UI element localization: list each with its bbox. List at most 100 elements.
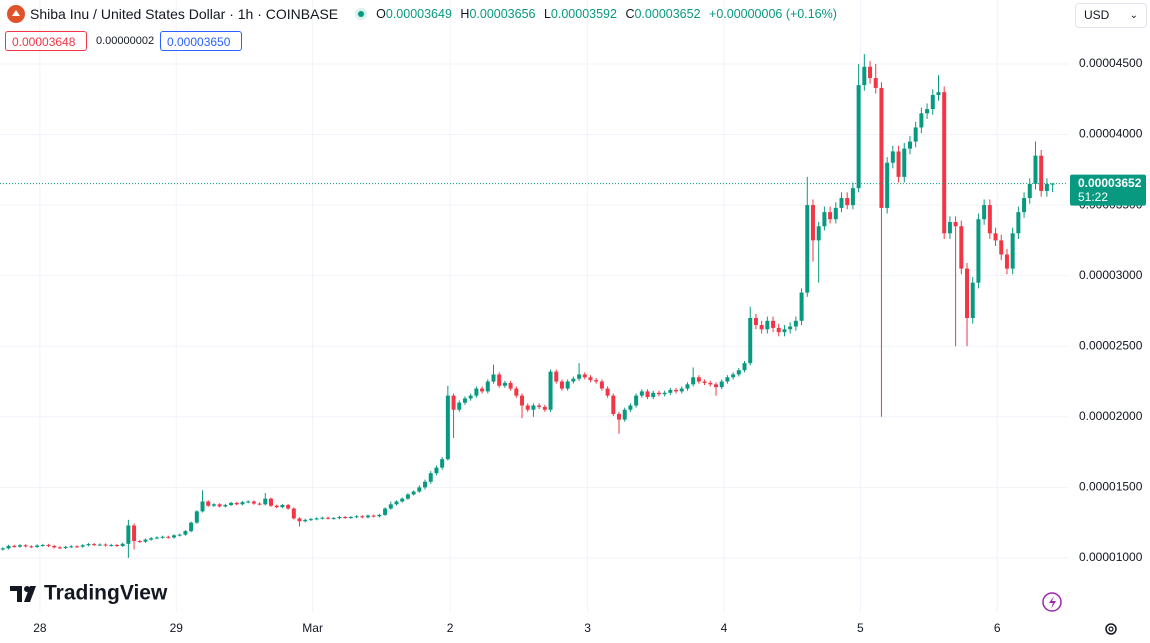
candle-body bbox=[771, 320, 776, 328]
y-tick-label: 0.00002500 bbox=[1079, 338, 1143, 352]
candle-body bbox=[69, 546, 74, 548]
candle-body bbox=[303, 519, 308, 522]
candle-body bbox=[719, 381, 724, 388]
countdown: 51:22 bbox=[1078, 190, 1108, 204]
candle-body bbox=[856, 85, 861, 189]
candle-body bbox=[902, 148, 907, 177]
ohlc-legend: O0.00003649 H0.00003656 L0.00003592 C0.0… bbox=[376, 7, 842, 21]
candle-body bbox=[217, 504, 222, 507]
candle-body bbox=[411, 491, 416, 495]
candle-body bbox=[742, 363, 747, 371]
candle-body bbox=[234, 502, 239, 505]
x-tick-label: 29 bbox=[170, 621, 184, 635]
candle-body bbox=[326, 517, 331, 519]
candle-body bbox=[833, 207, 838, 220]
candle-body bbox=[685, 384, 690, 389]
candle-body bbox=[502, 382, 507, 386]
candle-body bbox=[879, 87, 884, 208]
y-tick-label: 0.00004500 bbox=[1079, 56, 1143, 70]
ohlc-key: L bbox=[543, 7, 551, 21]
candle-body bbox=[229, 502, 234, 506]
candle-body bbox=[594, 380, 599, 382]
candle-body bbox=[474, 388, 479, 396]
candle-body bbox=[993, 233, 998, 241]
candle-body bbox=[936, 92, 941, 95]
candle-body bbox=[731, 374, 736, 378]
candle-body bbox=[577, 374, 582, 379]
candle-body bbox=[793, 320, 798, 327]
candle-body bbox=[799, 292, 804, 321]
candle-body bbox=[873, 78, 878, 88]
candle-body bbox=[987, 205, 992, 234]
x-tick-label: 3 bbox=[584, 621, 591, 635]
candle-body bbox=[868, 66, 873, 79]
candle-body bbox=[371, 515, 376, 517]
candle-body bbox=[913, 127, 918, 142]
x-tick-label: 4 bbox=[721, 621, 728, 635]
candle-body bbox=[166, 536, 171, 538]
candle-body bbox=[982, 205, 987, 220]
candle-body bbox=[194, 511, 199, 523]
candle-body bbox=[17, 545, 22, 547]
candle-body bbox=[965, 268, 970, 318]
candle-body bbox=[582, 374, 587, 378]
candle-body bbox=[645, 391, 650, 398]
candle-body bbox=[462, 398, 467, 403]
candle-body bbox=[394, 501, 399, 505]
candle-body bbox=[177, 534, 182, 536]
candle-body bbox=[776, 327, 781, 333]
candle-body bbox=[114, 544, 119, 546]
candle-body bbox=[40, 544, 45, 546]
candle-body bbox=[828, 212, 833, 220]
change: +0.00000006 (+0.16%) bbox=[709, 7, 837, 21]
ohlc-value: 0.00003656 bbox=[469, 7, 536, 21]
candle-body bbox=[919, 113, 924, 128]
settings-icon[interactable] bbox=[1105, 623, 1117, 635]
candle-body bbox=[514, 388, 519, 396]
candle-body bbox=[850, 188, 855, 206]
candle-body bbox=[696, 377, 701, 382]
ohlc-key: O bbox=[376, 7, 386, 21]
candle-body bbox=[263, 498, 268, 505]
candle-body bbox=[57, 547, 62, 549]
flash-icon[interactable] bbox=[1042, 592, 1062, 612]
candle-body bbox=[360, 516, 365, 518]
candle-body bbox=[702, 381, 707, 383]
x-tick-label: 6 bbox=[994, 621, 1001, 635]
candle-body bbox=[999, 240, 1004, 255]
candle-body bbox=[1016, 212, 1021, 234]
candle-body bbox=[571, 378, 576, 382]
candle-body bbox=[1039, 155, 1044, 191]
last-price-badge bbox=[1070, 174, 1146, 206]
candle-body bbox=[189, 522, 194, 532]
candle-body bbox=[691, 377, 696, 385]
logo-text: TradingView bbox=[44, 582, 168, 605]
candle-body bbox=[480, 388, 485, 392]
currency-select[interactable]: USD ⌄ bbox=[1075, 3, 1147, 28]
candle-body bbox=[622, 409, 627, 420]
candle-body bbox=[1033, 155, 1038, 184]
candle-body bbox=[947, 222, 952, 234]
candle-body bbox=[765, 320, 770, 330]
y-tick-label: 0.00003000 bbox=[1079, 268, 1143, 282]
candle-body bbox=[662, 392, 667, 395]
market-status bbox=[355, 8, 368, 20]
symbol-header: Shiba Inu / United States Dollar · 1h · … bbox=[0, 4, 842, 24]
candle-body bbox=[223, 505, 228, 507]
symbol-title[interactable]: Shiba Inu / United States Dollar · 1h · … bbox=[30, 6, 339, 22]
candle-body bbox=[348, 517, 353, 519]
sell-price[interactable]: 0.00003648 bbox=[5, 31, 87, 51]
buy-price[interactable]: 0.00003650 bbox=[160, 31, 242, 51]
candle-body bbox=[52, 545, 57, 548]
candle-body bbox=[12, 545, 17, 547]
candle-body bbox=[80, 545, 85, 547]
candle-body bbox=[337, 517, 342, 519]
candle-body bbox=[291, 508, 296, 519]
symbol-icon bbox=[7, 5, 25, 23]
candle-body bbox=[417, 487, 422, 492]
y-tick-label: 0.00001000 bbox=[1079, 550, 1143, 564]
x-tick-label: 2 bbox=[447, 621, 454, 635]
candle-body bbox=[46, 544, 51, 546]
candle-body bbox=[845, 198, 850, 206]
